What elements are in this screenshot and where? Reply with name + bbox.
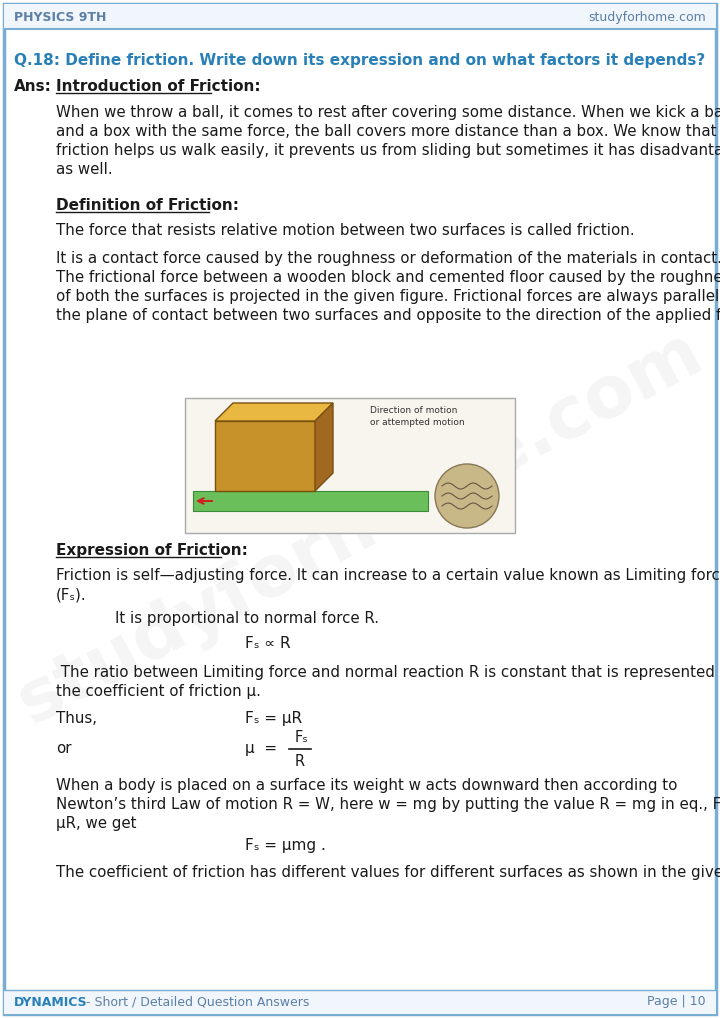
Text: μ  =: μ = (245, 741, 282, 756)
Text: or: or (56, 741, 71, 756)
Text: studyforhome.com: studyforhome.com (588, 10, 706, 23)
Text: Fₛ = μR: Fₛ = μR (245, 711, 302, 726)
Polygon shape (315, 403, 333, 491)
Text: friction helps us walk easily, it prevents us from sliding but sometimes it has : friction helps us walk easily, it preven… (56, 143, 720, 158)
Text: It is proportional to normal force R.: It is proportional to normal force R. (115, 611, 379, 626)
Text: the coefficient of friction μ.: the coefficient of friction μ. (56, 684, 261, 699)
Text: Ans:: Ans: (14, 79, 52, 94)
Text: PHYSICS 9TH: PHYSICS 9TH (14, 10, 107, 23)
Text: - Short / Detailed Question Answers: - Short / Detailed Question Answers (82, 996, 310, 1009)
Polygon shape (215, 403, 333, 421)
Text: as well.: as well. (56, 162, 112, 177)
Text: the plane of contact between two surfaces and opposite to the direction of the a: the plane of contact between two surface… (56, 308, 720, 323)
Text: studyforhome.com: studyforhome.com (6, 318, 714, 738)
Text: The frictional force between a wooden block and cemented floor caused by the rou: The frictional force between a wooden bl… (56, 270, 720, 285)
Bar (4, 989, 716, 1014)
Text: Thus,: Thus, (56, 711, 97, 726)
Text: When we throw a ball, it comes to rest after covering some distance. When we kic: When we throw a ball, it comes to rest a… (56, 105, 720, 120)
Bar (185, 398, 515, 533)
Text: (Fₛ).: (Fₛ). (56, 587, 86, 602)
Text: DYNAMICS: DYNAMICS (14, 996, 88, 1009)
Bar (193, 491, 428, 511)
Text: Fₛ = μmg .: Fₛ = μmg . (245, 838, 326, 853)
Text: Introduction of Friction:: Introduction of Friction: (56, 79, 261, 94)
Text: The force that resists relative motion between two surfaces is called friction.: The force that resists relative motion b… (56, 223, 634, 238)
Text: and a box with the same force, the ball covers more distance than a box. We know: and a box with the same force, the ball … (56, 124, 716, 139)
Bar (215, 421, 315, 491)
Text: Direction of motion
or attempted motion: Direction of motion or attempted motion (370, 406, 464, 427)
Text: μR, we get: μR, we get (56, 816, 137, 831)
Text: Page | 10: Page | 10 (647, 996, 706, 1009)
Text: Fₛ: Fₛ (295, 731, 309, 745)
Text: It is a contact force caused by the roughness or deformation of the materials in: It is a contact force caused by the roug… (56, 251, 720, 266)
Text: Friction is self—adjusting force. It can increase to a certain value known as Li: Friction is self—adjusting force. It can… (56, 568, 720, 583)
Text: of both the surfaces is projected in the given figure. Frictional forces are alw: of both the surfaces is projected in the… (56, 289, 720, 304)
Text: Definition of Friction:: Definition of Friction: (56, 197, 239, 213)
Bar (4, 4, 716, 29)
Text: Fₛ ∝ R: Fₛ ∝ R (245, 636, 291, 651)
Text: Q.18: Define friction. Write down its expression and on what factors it depends?: Q.18: Define friction. Write down its ex… (14, 53, 706, 68)
Text: Expression of Friction:: Expression of Friction: (56, 543, 248, 558)
Text: When a body is placed on a surface its weight w acts downward then according to: When a body is placed on a surface its w… (56, 778, 678, 793)
Text: Newton’s third Law of motion R = W, here w = mg by putting the value R = mg in e: Newton’s third Law of motion R = W, here… (56, 797, 720, 812)
Text: The coefficient of friction has different values for different surfaces as shown: The coefficient of friction has differen… (56, 865, 720, 880)
Text: R: R (295, 753, 305, 769)
Text: The ratio between Limiting force and normal reaction R is constant that is repre: The ratio between Limiting force and nor… (56, 665, 720, 680)
Circle shape (435, 464, 499, 528)
